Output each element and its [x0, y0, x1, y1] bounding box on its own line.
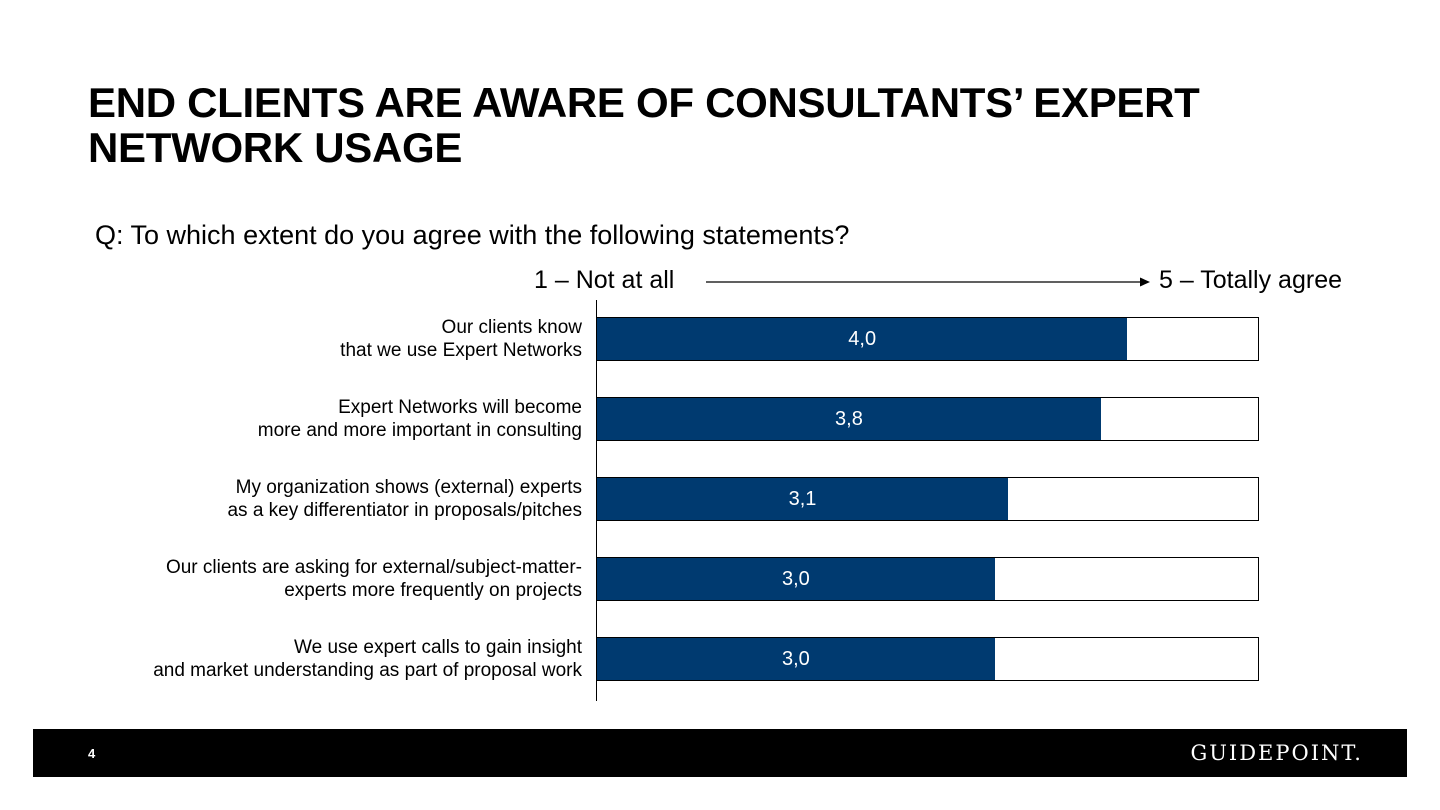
category-label-line: experts more frequently on projects: [284, 580, 582, 601]
category-label-line: Expert Networks will become: [338, 397, 582, 418]
guidepoint-logo: GUIDEPOINT.: [1190, 741, 1363, 765]
bar-track: 4,0: [596, 317, 1259, 361]
bar-track: 3,0: [596, 637, 1259, 681]
category-label-line: Our clients know: [441, 317, 582, 338]
category-label-line: and market understanding as part of prop…: [153, 660, 582, 681]
category-label-line: My organization shows (external) experts: [235, 477, 582, 498]
bar-value-label: 3,0: [781, 567, 810, 590]
bar: 3,0: [597, 638, 995, 680]
footer-bar: 4 GUIDEPOINT.: [33, 729, 1407, 777]
category-label: Our clients are asking for external/subj…: [42, 556, 582, 602]
bar-value-label: 3,0: [781, 647, 810, 670]
category-label-line: more and more important in consulting: [257, 420, 582, 441]
bar-track: 3,8: [596, 397, 1259, 441]
slide-title: END CLIENTS ARE AWARE OF CONSULTANTS’ EX…: [88, 79, 1200, 171]
page-number: 4: [88, 746, 96, 761]
bar: 3,0: [597, 558, 995, 600]
category-label-line: as a key differentiator in proposals/pit…: [227, 500, 582, 521]
bar-track: 3,0: [596, 557, 1259, 601]
scale-low-label: 1 – Not at all: [534, 266, 675, 294]
bar-value-label: 3,8: [835, 407, 863, 430]
bar-value-label: 3,1: [788, 487, 817, 510]
category-label: Our clients know that we use Expert Netw…: [42, 316, 582, 362]
category-label-line: Our clients are asking for external/subj…: [165, 557, 582, 578]
scale-arrow-icon: [706, 277, 1150, 287]
category-label: We use expert calls to gain insight and …: [42, 636, 582, 682]
survey-question: Q: To which extent do you agree with the…: [95, 220, 850, 250]
bar: 3,8: [597, 398, 1101, 440]
bar: 3,1: [597, 478, 1009, 520]
category-label-line: We use expert calls to gain insight: [294, 637, 582, 658]
bar-track: 3,1: [596, 477, 1259, 521]
bar-value-label: 4,0: [848, 327, 877, 350]
category-label: Expert Networks will become more and mor…: [42, 396, 582, 442]
category-label: My organization shows (external) experts…: [42, 476, 582, 522]
bar: 4,0: [597, 318, 1128, 360]
category-label-line: that we use Expert Networks: [340, 340, 582, 361]
scale-high-label: 5 – Totally agree: [1159, 266, 1342, 294]
